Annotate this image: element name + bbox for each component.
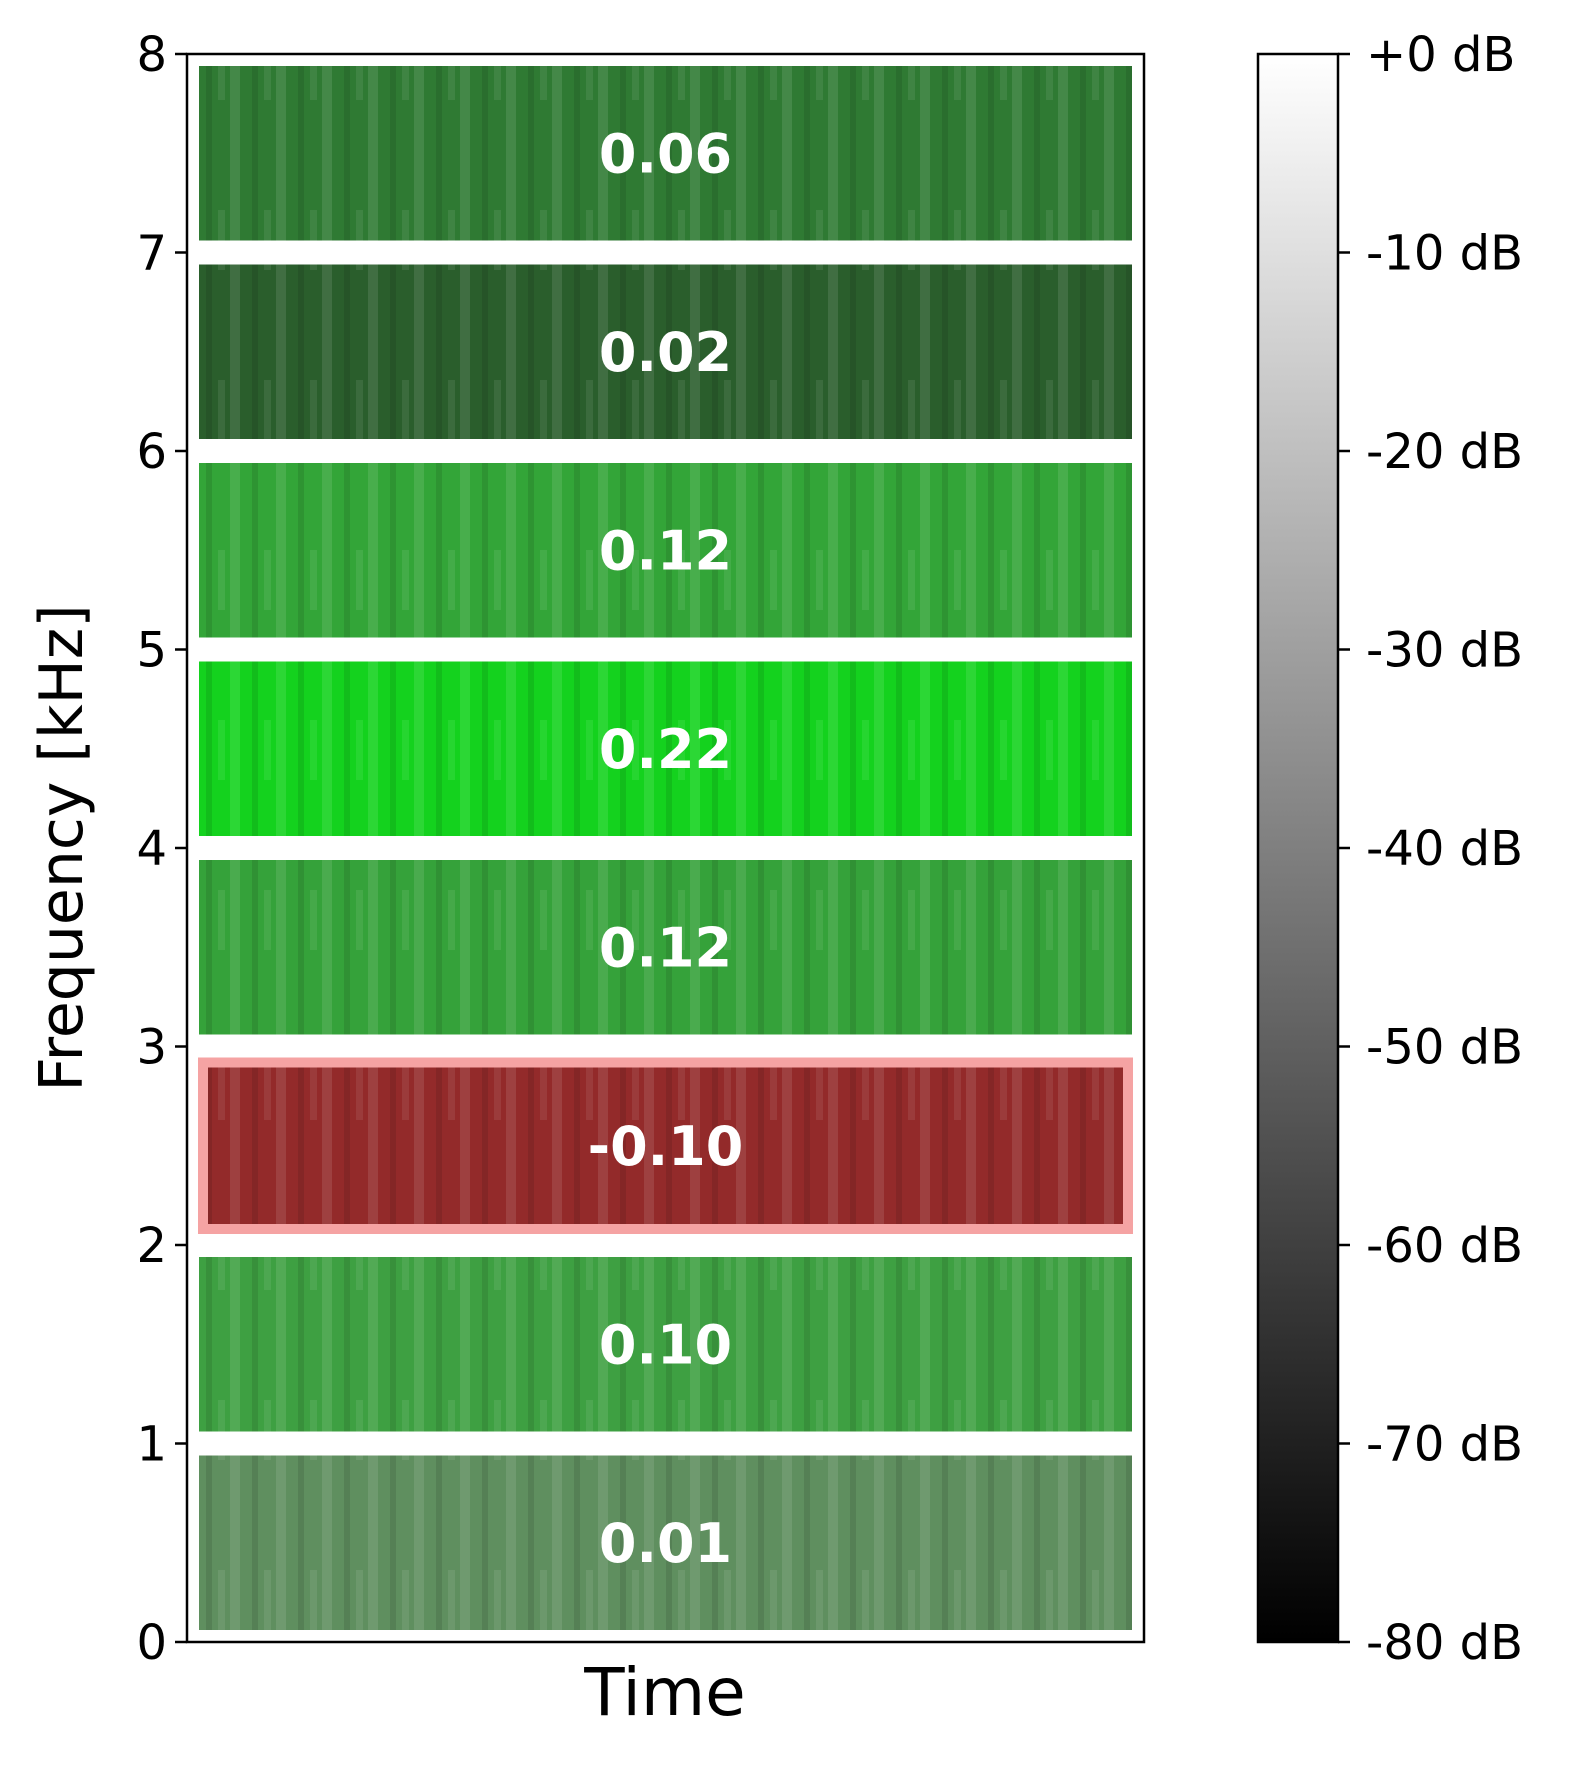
y-tick-label-1: 1 [136, 1417, 167, 1473]
band-6-score: 0.02 [599, 321, 732, 384]
band-7-texture [199, 66, 1132, 241]
band-3-score: 0.12 [599, 916, 732, 979]
band-4-score: 0.22 [599, 718, 732, 781]
bands-layer: 0.01 0.10 -0.10 0.12 0.22 0.12 0.02 0.06 [198, 66, 1133, 1630]
x-axis-label: Time [583, 1654, 746, 1731]
y-axis-label: Frequency [kHz] [27, 604, 97, 1091]
y-tick-label-8: 8 [136, 27, 167, 83]
band-5-score: 0.12 [599, 519, 732, 582]
colorbar-tick-label-0: +0 dB [1366, 27, 1515, 83]
band-7-score: 0.06 [599, 122, 732, 185]
colorbar-tick-label-4: -40 dB [1366, 821, 1523, 877]
colorbar-tick-label-8: -80 dB [1366, 1615, 1523, 1671]
y-tick-label-5: 5 [136, 623, 167, 679]
y-tick-label-3: 3 [136, 1020, 167, 1076]
colorbar-tick-label-3: -30 dB [1366, 623, 1523, 679]
y-tick-label-4: 4 [136, 821, 167, 877]
band-6-texture [199, 264, 1132, 439]
y-tick-label-2: 2 [136, 1218, 167, 1274]
band-0-texture [199, 1455, 1132, 1630]
colorbar-tick-label-5: -50 dB [1366, 1020, 1523, 1076]
colorbar-tick-label-2: -20 dB [1366, 424, 1523, 480]
band-3-texture [199, 860, 1132, 1035]
band-2-texture [199, 1058, 1132, 1233]
y-tick-label-0: 0 [136, 1615, 167, 1671]
y-axis-ticks: 0 1 2 3 4 5 6 7 8 [136, 27, 187, 1671]
colorbar [1256, 52, 1340, 1644]
colorbar-tick-label-6: -60 dB [1366, 1218, 1523, 1274]
band-1-texture [199, 1257, 1132, 1432]
band-5-texture [199, 463, 1132, 638]
band-2-score: -0.10 [588, 1115, 744, 1178]
colorbar-tick-label-7: -70 dB [1366, 1417, 1523, 1473]
band-2-highlight [198, 1057, 1133, 1234]
band-1-score: 0.10 [599, 1313, 732, 1376]
band-0-score: 0.01 [599, 1512, 732, 1575]
y-tick-label-6: 6 [136, 424, 167, 480]
colorbar-tick-label-1: -10 dB [1366, 226, 1523, 282]
y-tick-label-7: 7 [136, 226, 167, 282]
band-4-texture [199, 661, 1132, 836]
colorbar-ticks: +0 dB -10 dB -20 dB -30 dB -40 dB -50 dB -60 d… [1338, 27, 1523, 1671]
